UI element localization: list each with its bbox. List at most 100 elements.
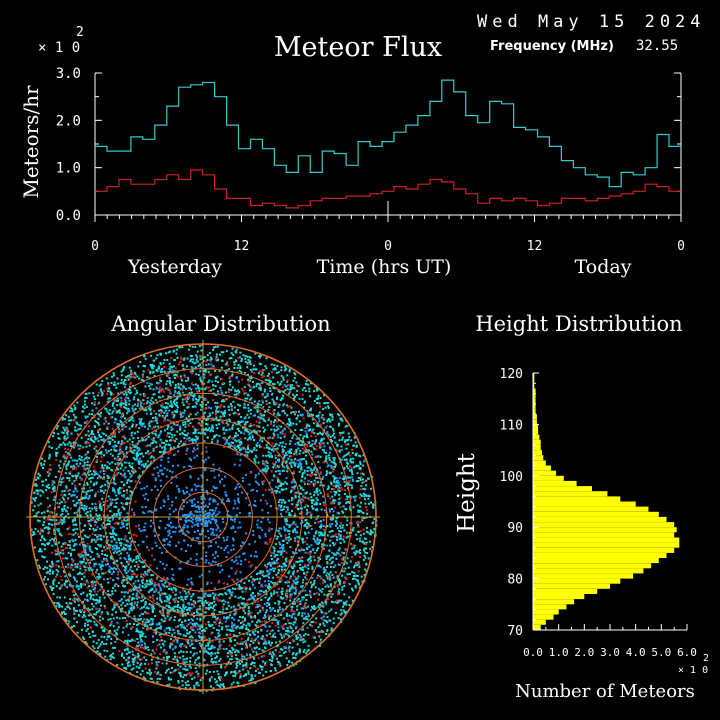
angular-point-cyan [315, 509, 317, 511]
angular-point-cyan [238, 583, 241, 586]
angular-point-cyan [130, 606, 133, 609]
angular-point-cyan [232, 412, 235, 415]
angular-point-cyan [83, 407, 86, 410]
angular-point-cyan [171, 405, 174, 408]
angular-point-cyan [130, 425, 133, 428]
angular-point-cyan [246, 366, 249, 369]
angular-point-cyan [313, 466, 316, 469]
angular-point-cyan [255, 449, 258, 452]
angular-point-cyan [249, 363, 252, 366]
angular-point-cyan [323, 593, 326, 596]
angular-point-cyan [301, 476, 304, 478]
angular-point-cyan [332, 500, 335, 503]
angular-point-cyan [283, 505, 286, 508]
angular-point-cyan [184, 687, 187, 690]
angular-point-cyan [68, 477, 71, 479]
angular-point-cyan [104, 417, 107, 419]
angular-point-cyan [153, 365, 155, 368]
angular-point-cyan [125, 544, 128, 547]
angular-point-cyan [328, 456, 331, 459]
angular-point-cyan [195, 622, 198, 625]
angular-point-cyan [146, 465, 149, 468]
angular-point-cyan [98, 645, 101, 648]
angular-point-cyan [213, 609, 216, 612]
angular-point-cyan [114, 462, 117, 465]
angular-point-cyan [248, 437, 251, 440]
angular-point-cyan [148, 385, 151, 387]
angular-point-cyan [109, 397, 112, 400]
angular-point-cyan [359, 455, 362, 458]
angular-point-cyan [296, 389, 299, 392]
angular-point-cyan [338, 599, 341, 602]
angular-point-cyan [63, 508, 66, 511]
angular-point-cyan [333, 476, 336, 479]
angular-point-cyan [52, 580, 55, 583]
angular-point-cyan [271, 456, 273, 459]
angular-point-cyan [282, 597, 285, 600]
angular-point-cyan [137, 398, 139, 401]
angular-point-cyan [72, 568, 75, 571]
angular-point-cyan [359, 493, 362, 496]
angular-point-cyan [276, 591, 279, 594]
angular-point-cyan [263, 430, 265, 433]
angular-point-cyan [105, 542, 108, 544]
angular-point-cyan [166, 414, 169, 417]
angular-point-cyan [224, 592, 227, 595]
angular-point-cyan [118, 486, 121, 489]
angular-point-cyan [148, 422, 151, 425]
angular-point-cyan [336, 443, 339, 446]
angular-point-cyan [249, 615, 252, 618]
angular-point-cyan [227, 616, 230, 619]
angular-point-cyan [125, 599, 128, 602]
angular-point-cyan [150, 604, 153, 607]
angular-point-cyan [128, 664, 131, 667]
angular-point-cyan [135, 389, 138, 392]
angular-point-cyan [66, 506, 69, 509]
angular-point-cyan [92, 516, 94, 519]
angular-point-cyan [164, 581, 167, 584]
angular-point-cyan [210, 358, 213, 360]
angular-point-cyan [178, 442, 181, 445]
angular-point-cyan [298, 633, 301, 636]
angular-point-cyan [327, 585, 330, 588]
angular-point-cyan [79, 444, 82, 447]
angular-point-cyan [302, 566, 304, 569]
angular-point-cyan [303, 400, 306, 403]
angular-point-cyan [320, 416, 323, 419]
angular-point-cyan [204, 387, 207, 390]
angular-point-cyan [284, 650, 287, 653]
angular-point-cyan [109, 618, 112, 620]
angular-point-cyan [276, 364, 279, 367]
angular-point-cyan [106, 659, 109, 662]
angular-point-cyan [101, 552, 104, 555]
angular-point-cyan [334, 441, 337, 444]
angular-point-cyan [343, 493, 346, 495]
angular-point-cyan [292, 411, 295, 413]
angular-point-cyan [129, 446, 132, 449]
angular-point-cyan [304, 496, 307, 499]
angular-point-cyan [233, 406, 236, 409]
angular-point-cyan [121, 631, 124, 634]
angular-point-cyan [324, 569, 327, 572]
angular-point-cyan [130, 417, 133, 420]
angular-point-cyan [198, 642, 201, 645]
angular-point-cyan [317, 606, 320, 609]
angular-point-cyan [73, 503, 76, 506]
angular-point-cyan [132, 470, 135, 473]
angular-point-cyan [115, 386, 118, 389]
angular-point-cyan [93, 474, 96, 476]
angular-point-cyan [257, 372, 260, 375]
angular-point-cyan [329, 420, 332, 423]
angular-point-cyan [106, 427, 109, 430]
angular-point-cyan [255, 385, 258, 388]
angular-point-cyan [305, 424, 308, 427]
angular-point-cyan [184, 674, 187, 677]
angular-point-cyan [131, 596, 134, 599]
angular-point-cyan [66, 436, 69, 439]
angular-point-cyan [200, 613, 203, 616]
angular-point-cyan [191, 613, 194, 616]
angular-point-cyan [339, 431, 341, 434]
angular-point-cyan [130, 434, 133, 437]
angular-point-cyan [247, 373, 249, 376]
angular-point-cyan [42, 467, 44, 469]
